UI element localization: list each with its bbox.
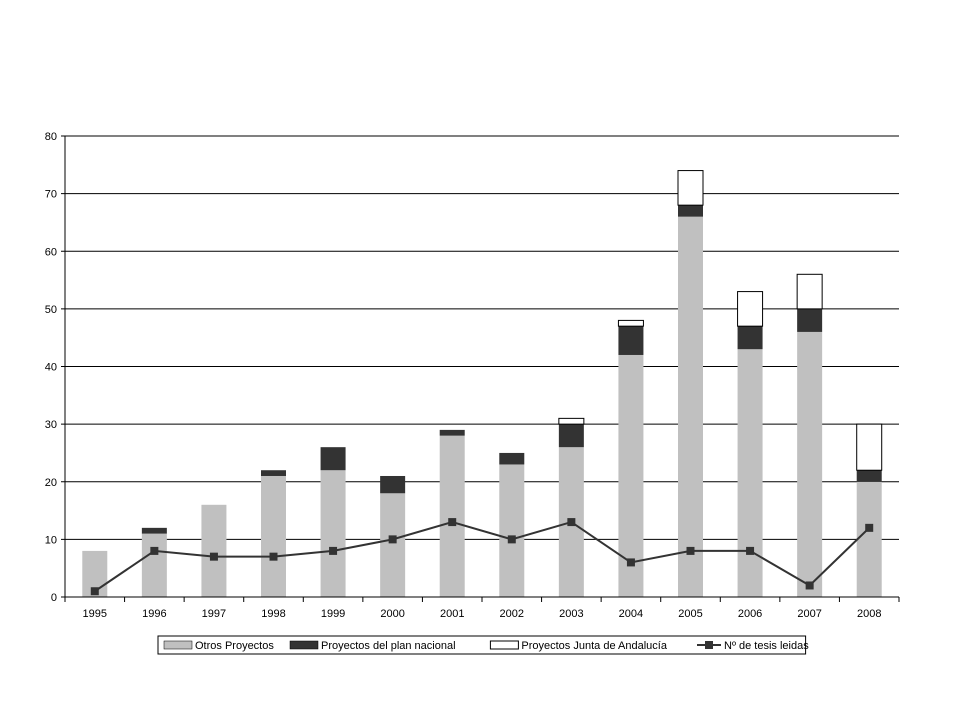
thesis-point: [448, 518, 457, 527]
legend-swatch: [163, 640, 193, 650]
bar-segment: [201, 504, 227, 597]
y-tick-label: 10: [45, 534, 57, 546]
x-tick-label: 1995: [83, 608, 107, 620]
bar-segment: [499, 452, 525, 465]
y-tick-label: 40: [45, 362, 57, 374]
bar-segment: [737, 349, 763, 597]
y-tick-label: 60: [45, 246, 57, 258]
thesis-point: [388, 535, 397, 544]
thesis-point: [626, 558, 635, 567]
legend-box: [157, 635, 807, 655]
y-tick-labels: 0 10 20 30 40 50 60 70 80: [45, 131, 57, 604]
thesis-point: [209, 552, 218, 561]
legend-label: Otros Proyectos: [195, 640, 274, 652]
x-tick-label: 1996: [142, 608, 166, 620]
bar-segment: [678, 205, 703, 217]
bar-segment: [380, 493, 406, 597]
bar-segment: [796, 273, 823, 310]
bar-segment: [320, 447, 346, 471]
bar-segment: [261, 470, 286, 476]
x-tick-label: 2003: [559, 608, 583, 620]
legend-swatch: [489, 640, 519, 650]
y-tick-label: 20: [45, 477, 57, 489]
x-tick-label: 2008: [857, 608, 881, 620]
bar-segment: [261, 475, 286, 597]
legend-label: Proyectos Junta de Andalucía: [521, 640, 667, 652]
x-tick-label: 2002: [500, 608, 524, 620]
thesis-point: [329, 546, 338, 555]
x-tick-label: 2006: [738, 608, 762, 620]
legend-swatch: [289, 640, 319, 650]
bar-segment: [856, 481, 882, 597]
bar-segment: [141, 527, 167, 534]
legend-label: Nº de tesis leidas: [724, 640, 809, 652]
bar-segment: [737, 326, 763, 350]
bar-segment: [439, 429, 465, 436]
bar-segment: [499, 464, 525, 597]
bar-segment: [558, 417, 585, 425]
legend: Otros Proyectos Proyectos del plan nacion…: [157, 635, 809, 655]
bar-segment: [439, 435, 465, 597]
y-tick-label: 50: [45, 304, 57, 316]
thesis-point: [150, 546, 159, 555]
bar-segment: [797, 308, 823, 332]
y-tick-label: 30: [45, 419, 57, 431]
bar-segment: [141, 533, 167, 597]
thesis-point: [269, 552, 278, 561]
x-tick-label: 1999: [321, 608, 345, 620]
y-tick-label: 70: [45, 189, 57, 201]
bar-segment: [797, 331, 823, 597]
x-tick-labels: 1995 1996 1997 1998 1999 2000 2001 2002 2003 2004…: [83, 608, 882, 620]
x-tick-label: 2007: [797, 608, 821, 620]
legend-marker: [705, 641, 713, 649]
thesis-point: [567, 518, 576, 527]
x-tick-label: 1998: [261, 608, 285, 620]
x-tick-label: 1997: [202, 608, 226, 620]
thesis-point: [805, 581, 814, 590]
bar-segment: [320, 470, 346, 597]
x-tick-label: 2000: [380, 608, 404, 620]
bar-segment: [678, 216, 703, 598]
bar-segment: [558, 424, 584, 448]
bar-segment: [617, 319, 644, 327]
y-tick-label: 80: [45, 131, 57, 143]
thesis-point: [746, 546, 755, 555]
bar-segment: [677, 170, 704, 206]
thesis-line: [90, 518, 874, 596]
x-tick-label: 2004: [619, 608, 643, 620]
legend-label: Proyectos del plan nacional: [321, 640, 456, 652]
thesis-point: [507, 535, 516, 544]
bar-segment: [856, 470, 882, 482]
thesis-point: [686, 546, 695, 555]
bar-segment: [618, 326, 644, 355]
bar-segment: [737, 291, 764, 327]
gridlines: [65, 135, 899, 540]
thesis-line-path: [94, 520, 870, 593]
thesis-point: [90, 587, 99, 596]
y-tick-label: 0: [51, 592, 57, 604]
bars: [82, 170, 883, 598]
bar-segment: [856, 423, 883, 471]
thesis-point: [865, 523, 874, 532]
bar-segment: [380, 475, 406, 494]
x-tick-label: 2001: [440, 608, 464, 620]
axes: [61, 135, 900, 602]
x-tick-label: 2005: [678, 608, 702, 620]
